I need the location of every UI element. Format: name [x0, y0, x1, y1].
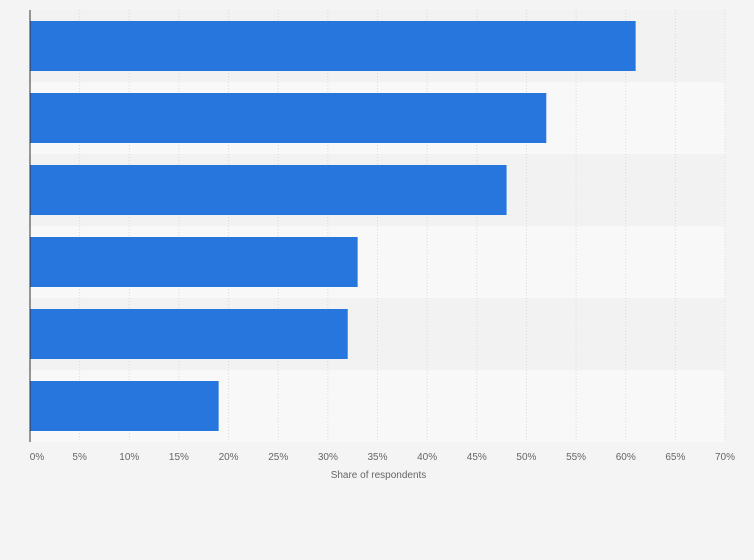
x-tick-label: 20% — [219, 452, 239, 463]
bar[interactable] — [30, 381, 219, 431]
x-tick-label: 50% — [516, 452, 536, 463]
x-tick-label: 60% — [616, 452, 636, 463]
bar[interactable] — [30, 237, 358, 287]
x-axis-title: Share of respondents — [331, 470, 427, 481]
gridlines — [79, 10, 726, 442]
x-tick-label: 30% — [318, 452, 338, 463]
x-tick-label: 55% — [566, 452, 586, 463]
x-tick-label: 10% — [119, 452, 139, 463]
bar[interactable] — [30, 93, 547, 143]
x-tick-label: 70% — [715, 452, 735, 463]
bar-series — [30, 21, 636, 431]
bar[interactable] — [30, 309, 348, 359]
bar[interactable] — [30, 165, 507, 215]
x-tick-label: 5% — [72, 452, 87, 463]
x-axis-ticks: 0% 5% 10% 15% 20% 25% 30% 35% 40% 45% 50% 55% 60% 65%… — [30, 452, 735, 463]
x-tick-label: 0% — [30, 452, 45, 463]
x-tick-label: 45% — [467, 452, 487, 463]
x-tick-label: 15% — [169, 452, 189, 463]
x-tick-label: 25% — [268, 452, 288, 463]
x-tick-label: 65% — [665, 452, 685, 463]
x-tick-label: 40% — [417, 452, 437, 463]
x-tick-label: 35% — [367, 452, 387, 463]
bar[interactable] — [30, 21, 636, 71]
